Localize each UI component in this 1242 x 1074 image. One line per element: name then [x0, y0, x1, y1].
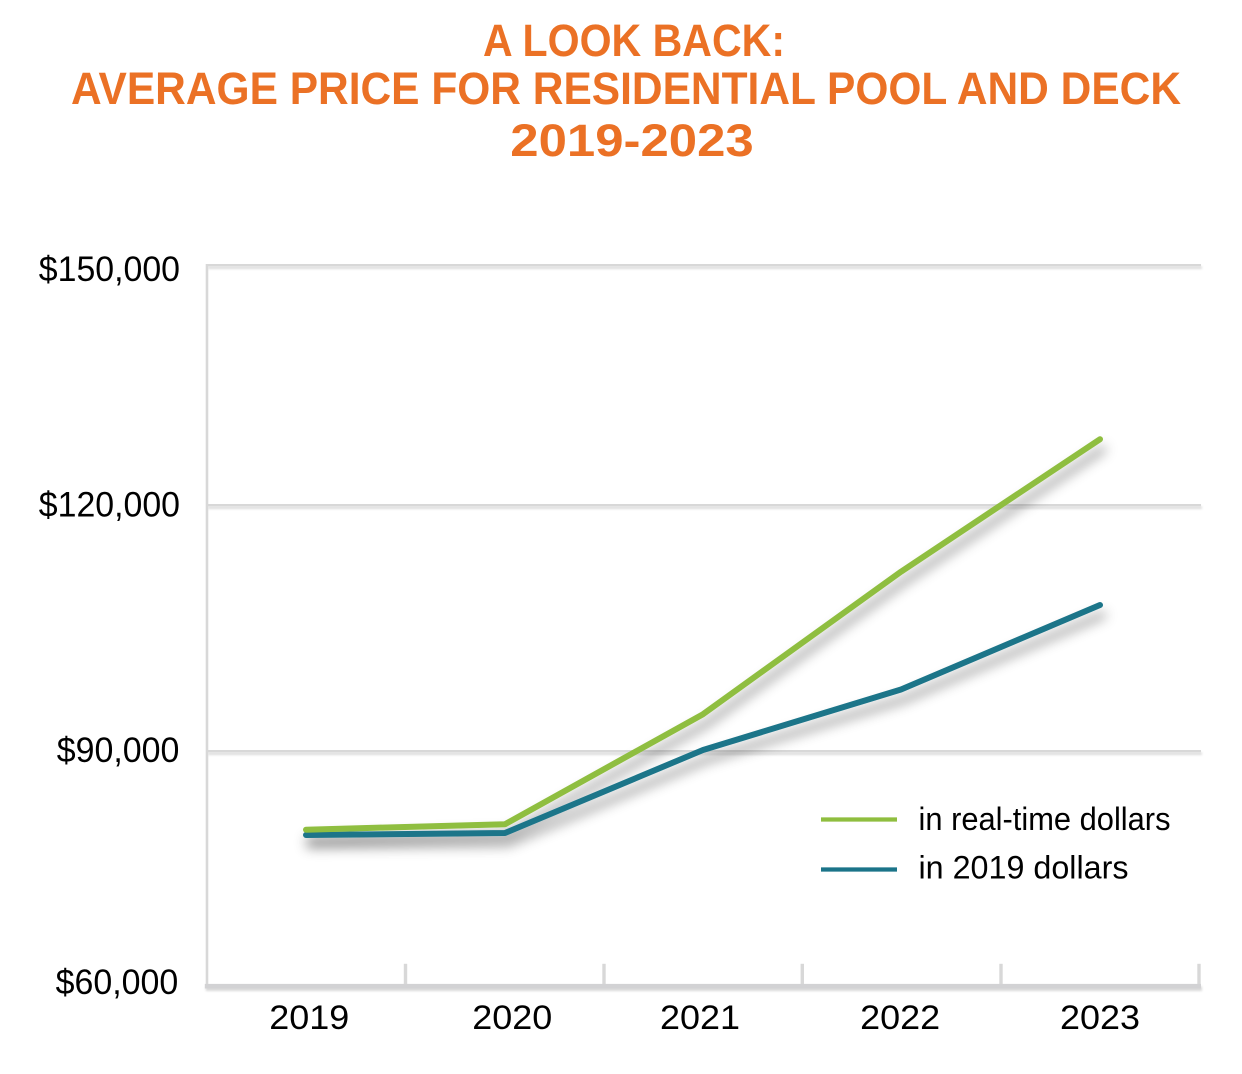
svg-text:AVERAGE PRICE FOR RESIDENTIAL: AVERAGE PRICE FOR RESIDENTIAL POOL AND D…	[71, 63, 1181, 114]
svg-text:2021: 2021	[660, 999, 740, 1037]
svg-text:$150,000: $150,000	[39, 250, 180, 289]
svg-text:2022: 2022	[860, 999, 940, 1037]
svg-text:in 2019 dollars: in 2019 dollars	[919, 850, 1129, 886]
svg-text:$120,000: $120,000	[39, 486, 180, 525]
svg-text:$90,000: $90,000	[57, 731, 180, 770]
svg-text:in real-time dollars: in real-time dollars	[919, 801, 1171, 837]
svg-text:A LOOK BACK:: A LOOK BACK:	[483, 15, 785, 66]
svg-text:$60,000: $60,000	[56, 963, 179, 1002]
svg-text:2019-2023: 2019-2023	[510, 115, 754, 166]
svg-text:2019: 2019	[269, 999, 349, 1037]
svg-text:2023: 2023	[1060, 999, 1140, 1037]
svg-text:2020: 2020	[472, 999, 552, 1037]
